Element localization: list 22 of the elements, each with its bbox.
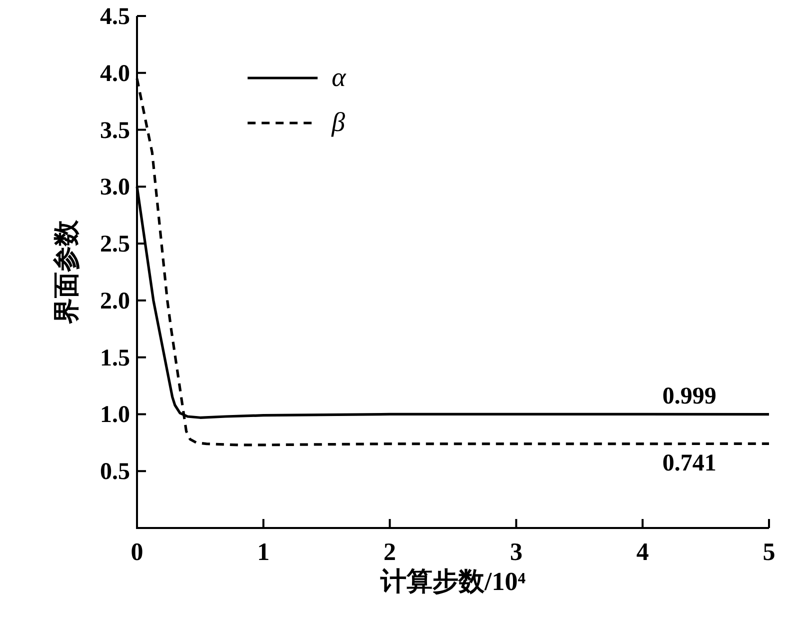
y-tick-label: 4.5 [100, 4, 130, 30]
y-tick-label: 1.5 [100, 345, 130, 372]
x-tick-label: 0 [130, 539, 144, 566]
legend-label: β [330, 107, 346, 137]
legend-label: α [332, 62, 347, 92]
y-tick-label: 1.0 [100, 402, 130, 428]
y-tick-label: 0.5 [100, 459, 130, 486]
y-tick-label: 2.0 [100, 288, 130, 314]
x-tick-label: 2 [384, 539, 396, 566]
y-tick-label: 3.0 [100, 174, 130, 201]
x-tick-label: 5 [762, 539, 776, 566]
x-tick-label: 1 [257, 539, 270, 566]
annotation: 0.741 [662, 450, 716, 477]
y-axis-title: 界面参数 [52, 219, 81, 325]
legend: α β [248, 62, 346, 137]
x-axis-title: 计算步数/10⁴ [379, 567, 526, 596]
y-tick-label: 4.0 [100, 60, 130, 87]
y-tick-label: 3.5 [100, 118, 130, 144]
y-tick-label: 2.5 [100, 232, 130, 258]
x-tick-label: 3 [510, 539, 522, 566]
annotation: 0.999 [662, 383, 716, 410]
x-tick-label: 4 [636, 539, 650, 566]
